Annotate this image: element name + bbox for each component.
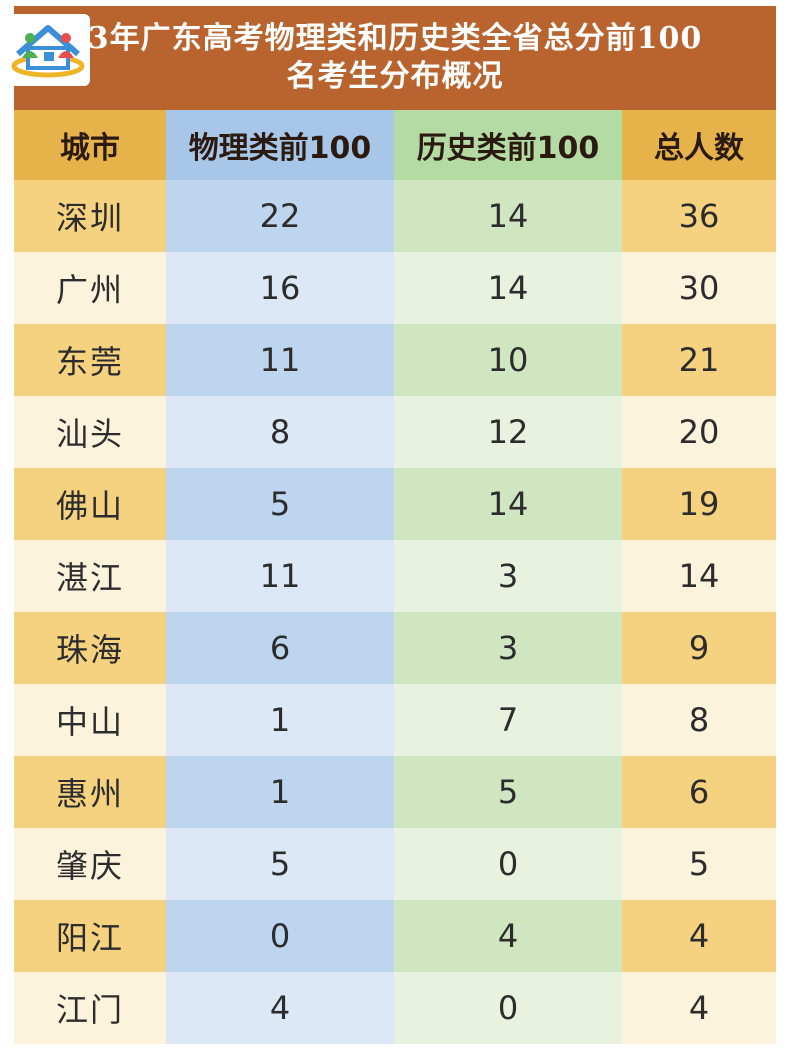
distribution-table: 城市 物理类前100 历史类前100 总人数 深圳 22 14 36 广州 16 14 30 东… [14,110,776,1044]
cell-physics: 4 [166,972,394,1044]
cell-total: 9 [622,612,776,684]
cell-city: 中山 [14,684,166,756]
cell-total: 4 [622,900,776,972]
cell-physics: 1 [166,756,394,828]
cell-history: 14 [394,468,622,540]
cell-city: 广州 [14,252,166,324]
title-line-2: 名考生分布概况 [286,59,504,94]
cell-physics: 0 [166,900,394,972]
cell-total: 21 [622,324,776,396]
cell-physics: 6 [166,612,394,684]
house-logo-icon [8,14,90,86]
cell-total: 20 [622,396,776,468]
column-header-city: 城市 [14,110,166,180]
table-row: 广州 16 14 30 [14,252,776,324]
table-row: 肇庆 5 0 5 [14,828,776,900]
table-row: 江门 4 0 4 [14,972,776,1044]
column-header-total: 总人数 [622,110,776,180]
cell-history: 14 [394,180,622,252]
title-banner: 3年广东高考物理类和历史类全省总分前100 名考生分布概况 [14,6,776,110]
cell-city: 深圳 [14,180,166,252]
table-row: 阳江 0 4 4 [14,900,776,972]
cell-history: 4 [394,900,622,972]
table-row: 深圳 22 14 36 [14,180,776,252]
cell-total: 6 [622,756,776,828]
column-header-physics: 物理类前100 [166,110,394,180]
table-row: 东莞 11 10 21 [14,324,776,396]
cell-history: 0 [394,828,622,900]
table-row: 佛山 5 14 19 [14,468,776,540]
cell-total: 8 [622,684,776,756]
title-line-1: 3年广东高考物理类和历史类全省总分前100 [87,21,703,56]
cell-history: 3 [394,612,622,684]
cell-history: 14 [394,252,622,324]
cell-total: 30 [622,252,776,324]
cell-total: 5 [622,828,776,900]
column-header-history: 历史类前100 [394,110,622,180]
cell-history: 7 [394,684,622,756]
cell-physics: 11 [166,540,394,612]
cell-physics: 1 [166,684,394,756]
cell-city: 肇庆 [14,828,166,900]
table-row: 汕头 8 12 20 [14,396,776,468]
cell-physics: 8 [166,396,394,468]
cell-total: 36 [622,180,776,252]
cell-city: 佛山 [14,468,166,540]
header-row: 城市 物理类前100 历史类前100 总人数 [14,110,776,180]
infographic-sheet: 3年广东高考物理类和历史类全省总分前100 名考生分布概况 城市 物理类前100… [14,6,776,1044]
table-body: 深圳 22 14 36 广州 16 14 30 东莞 11 10 21 汕头 8 12 20 佛山 5 14 19 湛江… [14,180,776,1044]
cell-city: 江门 [14,972,166,1044]
cell-history: 12 [394,396,622,468]
cell-total: 4 [622,972,776,1044]
cell-city: 阳江 [14,900,166,972]
cell-city: 汕头 [14,396,166,468]
table-row: 惠州 1 5 6 [14,756,776,828]
table-row: 珠海 6 3 9 [14,612,776,684]
cell-history: 10 [394,324,622,396]
table-row: 湛江 11 3 14 [14,540,776,612]
cell-history: 0 [394,972,622,1044]
cell-physics: 5 [166,468,394,540]
table-row: 中山 1 7 8 [14,684,776,756]
cell-history: 5 [394,756,622,828]
cell-history: 3 [394,540,622,612]
cell-city: 珠海 [14,612,166,684]
cell-city: 东莞 [14,324,166,396]
cell-physics: 22 [166,180,394,252]
cell-total: 14 [622,540,776,612]
cell-city: 湛江 [14,540,166,612]
cell-total: 19 [622,468,776,540]
cell-physics: 5 [166,828,394,900]
cell-physics: 16 [166,252,394,324]
cell-city: 惠州 [14,756,166,828]
cell-physics: 11 [166,324,394,396]
